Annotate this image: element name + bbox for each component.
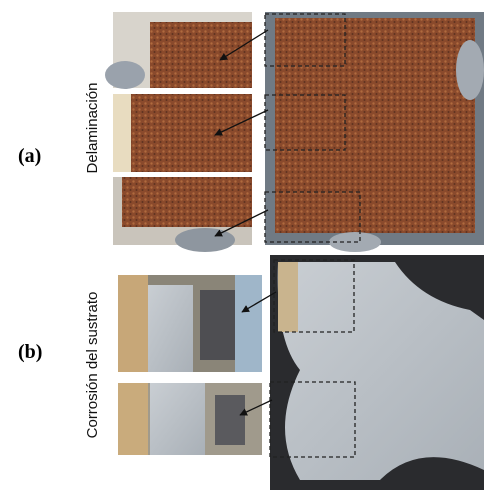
figure: (a) Delaminación (b) Corrosión del sustr… <box>0 0 484 490</box>
photo-small <box>105 12 252 89</box>
photo-small <box>113 177 252 252</box>
photo-large <box>270 255 484 490</box>
panel-caption: Corrosión del sustrato <box>84 292 101 439</box>
photo-small <box>118 275 262 372</box>
panel-caption: Delaminación <box>84 83 101 174</box>
panel-label: (a) <box>18 145 41 167</box>
photo-small <box>113 94 252 172</box>
photo-large <box>265 12 484 252</box>
photo-small <box>118 383 262 455</box>
panel-label: (b) <box>18 341 42 363</box>
